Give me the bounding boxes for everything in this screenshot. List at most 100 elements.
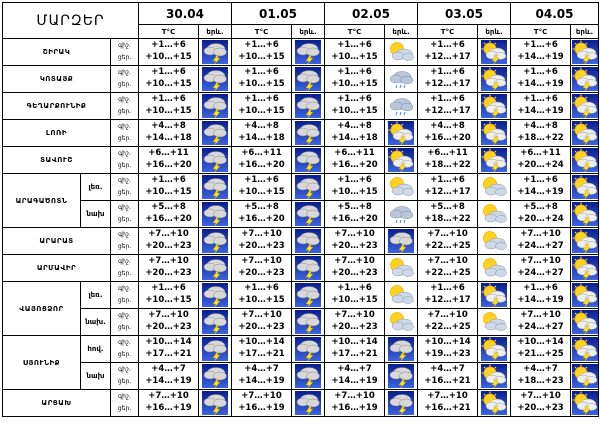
cloud-lightning-icon — [384, 362, 419, 390]
time-of-day-labels: գիշ. ցեր. — [109, 200, 140, 228]
day-temp: +22…+25 — [424, 268, 471, 278]
temperature-cell: +1…+6 +10…+15 — [231, 173, 293, 201]
partly-cloudy-icon — [384, 38, 419, 66]
time-of-day-labels: գիշ. ցեր. — [109, 281, 140, 309]
temperature-cell: +4…+8 +14…+18 — [324, 119, 386, 147]
night-temp: +1…+6 — [337, 67, 372, 77]
partly-cloudy-icon — [384, 281, 419, 309]
day-temp: +16…+19 — [145, 403, 192, 413]
table-row: ԳԵՂԱՐՔՈՒՆԻՔ գիշ. ցեր. +1…+6 +10…+15 +1…+6 +10…… — [2, 92, 600, 120]
day-temp: +10…+15 — [238, 79, 285, 89]
night-temp: +1…+6 — [523, 94, 558, 104]
day-temp: +10…+15 — [145, 52, 192, 62]
night-temp: +7…+10 — [148, 391, 189, 401]
night-temp: +6…+11 — [520, 148, 561, 158]
partly-cloudy-icon — [384, 173, 419, 201]
temperature-cell: +1…+6 +10…+15 — [138, 92, 200, 120]
night-temp: +10…+14 — [424, 337, 471, 347]
cloud-lightning-icon — [291, 65, 326, 93]
day-temp: +20…+23 — [145, 268, 192, 278]
night-temp: +1…+6 — [337, 283, 372, 293]
night-temp: +7…+10 — [520, 310, 561, 320]
day-temp: +18…+22 — [517, 133, 564, 143]
day-temp: +24…+27 — [517, 241, 564, 251]
partly-cloudy-icon — [477, 200, 512, 228]
temperature-cell: +7…+10 +20…+23 — [138, 308, 200, 336]
day-temp: +16…+21 — [424, 403, 471, 413]
day-temp: +20…+23 — [238, 241, 285, 251]
day-label: ցեր. — [117, 189, 132, 196]
table-row: ՎԱՅՈՑՁՈՐ լեռ. գիշ. ցեր. +1…+6 +10…+15 +1…+6 +10… — [2, 281, 600, 336]
sun-cloud-lightning-icon — [570, 389, 600, 417]
phenomena-column-header: երև. — [384, 24, 419, 39]
temp-column-header: T°C — [138, 24, 200, 39]
day-label: ցեր. — [117, 54, 132, 61]
cloud-lightning-icon — [291, 227, 326, 255]
temperature-cell: +1…+6 +12…+17 — [417, 65, 479, 93]
temperature-cell: +1…+6 +10…+15 — [324, 281, 386, 309]
cloud-lightning-icon — [291, 254, 326, 282]
temperature-cell: +1…+6 +14…+19 — [510, 173, 572, 201]
day-label: ցեր. — [117, 351, 132, 358]
night-temp: +1…+6 — [523, 67, 558, 77]
day-temp: +20…+23 — [331, 241, 378, 251]
night-label: գիշ. — [118, 69, 131, 76]
sun-cloud-lightning-icon — [570, 254, 600, 282]
night-temp: +10…+14 — [331, 337, 378, 347]
temperature-cell: +1…+6 +12…+17 — [417, 173, 479, 201]
night-label: գիշ. — [118, 231, 131, 238]
sun-cloud-lightning-icon — [570, 200, 600, 228]
temperature-cell: +7…+10 +20…+23 — [138, 254, 200, 282]
cloud-lightning-icon — [198, 308, 233, 336]
temperature-cell: +5…+8 +16…+20 — [324, 200, 386, 228]
day-temp: +20…+23 — [238, 322, 285, 332]
night-temp: +1…+6 — [430, 67, 465, 77]
day-temp: +17…+21 — [238, 349, 285, 359]
time-of-day-labels: գիշ. ցեր. — [109, 146, 140, 174]
night-temp: +10…+14 — [145, 337, 192, 347]
day-temp: +14…+19 — [238, 376, 285, 386]
table-row: ԱՐՑԱԽ գիշ. ցեր. +7…+10 +16…+19 +7…+10 +16…+19 +… — [2, 389, 600, 417]
day-temp: +12…+17 — [424, 187, 471, 197]
night-temp: +1…+6 — [430, 175, 465, 185]
day-temp: +10…+15 — [145, 295, 192, 305]
region-name: ՇԻՐԱԿ — [2, 38, 111, 66]
sun-cloud-lightning-icon — [570, 308, 600, 336]
day-temp: +10…+15 — [331, 79, 378, 89]
day-temp: +17…+21 — [331, 349, 378, 359]
cloud-lightning-icon — [291, 38, 326, 66]
cloud-lightning-icon — [291, 119, 326, 147]
day-temp: +10…+15 — [238, 106, 285, 116]
day-temp: +16…+20 — [331, 214, 378, 224]
day-temp: +10…+15 — [238, 52, 285, 62]
cloud-lightning-icon — [384, 389, 419, 417]
sub-region-name: նախ. — [80, 308, 111, 336]
cloud-lightning-icon — [291, 362, 326, 390]
night-label: գիշ. — [118, 339, 131, 346]
night-temp: +1…+6 — [337, 40, 372, 50]
day-temp: +14…+19 — [517, 295, 564, 305]
day-temp: +24…+27 — [517, 268, 564, 278]
partly-cloudy-icon — [384, 308, 419, 336]
night-label: գիշ. — [118, 258, 131, 265]
sun-cloud-lightning-icon — [570, 119, 600, 147]
night-label: գիշ. — [118, 150, 131, 157]
day-temp: +12…+17 — [424, 79, 471, 89]
day-label: ցեր. — [117, 297, 132, 304]
region-name: ՏԱՎՈՒՇ — [2, 146, 111, 174]
day-temp: +16…+20 — [145, 160, 192, 170]
day-temp: +10…+15 — [145, 79, 192, 89]
cloud-lightning-icon — [291, 200, 326, 228]
night-temp: +1…+6 — [244, 175, 279, 185]
temperature-cell: +7…+10 +24…+27 — [510, 227, 572, 255]
partly-cloudy-icon — [477, 227, 512, 255]
day-temp: +14…+19 — [145, 376, 192, 386]
region-name: ԳԵՂԱՐՔՈՒՆԻՔ — [2, 92, 111, 120]
sun-cloud-lightning-icon — [477, 65, 512, 93]
sun-cloud-lightning-icon — [477, 335, 512, 363]
cloud-lightning-icon — [291, 146, 326, 174]
time-of-day-labels: գիշ. ցեր. — [109, 38, 140, 66]
temperature-cell: +7…+10 +24…+27 — [510, 308, 572, 336]
night-temp: +4…+7 — [151, 364, 186, 374]
night-temp: +5…+8 — [430, 202, 465, 212]
